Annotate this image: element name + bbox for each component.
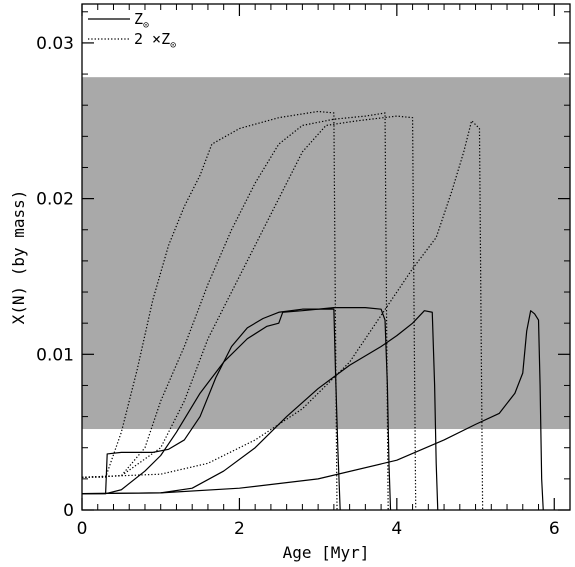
legend-label-dotted: 2 ×Z⊙ (134, 30, 176, 51)
series-line-8-dotted (81, 120, 484, 511)
x-tick-label: 2 (234, 519, 245, 539)
legend-label-solid: Z⊙ (134, 10, 149, 31)
x-axis-title: Age [Myr] (283, 543, 370, 562)
y-tick-label: 0.02 (36, 190, 74, 210)
legend: Z⊙ 2 ×Z⊙ (88, 10, 176, 51)
series-line-2-solid (82, 307, 392, 511)
shaded-band-layer (82, 77, 570, 430)
series-line-5-dotted (82, 110, 338, 511)
legend-label-subscript: ⊙ (170, 40, 176, 51)
y-axis-title: X(N) (by mass) (9, 190, 28, 325)
series-line-3-solid (81, 310, 439, 511)
legend-label-text: Z (134, 10, 143, 28)
legend-label-text: 2 ×Z (134, 30, 170, 48)
shaded-band (82, 77, 570, 430)
x-tick-label: 4 (391, 519, 402, 539)
y-tick-label: 0.03 (36, 34, 74, 54)
x-tick-label: 6 (549, 519, 560, 539)
y-tick-label: 0.01 (36, 345, 74, 365)
y-tick-label: 0 (63, 501, 74, 521)
series-line-7-dotted (81, 115, 417, 511)
x-tick-label: 0 (77, 519, 88, 539)
series-layer (81, 110, 544, 511)
ticks-layer: 0 2 4 6 0 0.01 0.02 0.03 (36, 4, 570, 539)
series-line-6-dotted (81, 112, 389, 511)
series-line-4-solid (81, 310, 544, 511)
series-line-1-solid (82, 308, 341, 511)
plot-frame (81, 3, 571, 511)
legend-label-subscript: ⊙ (143, 20, 149, 31)
